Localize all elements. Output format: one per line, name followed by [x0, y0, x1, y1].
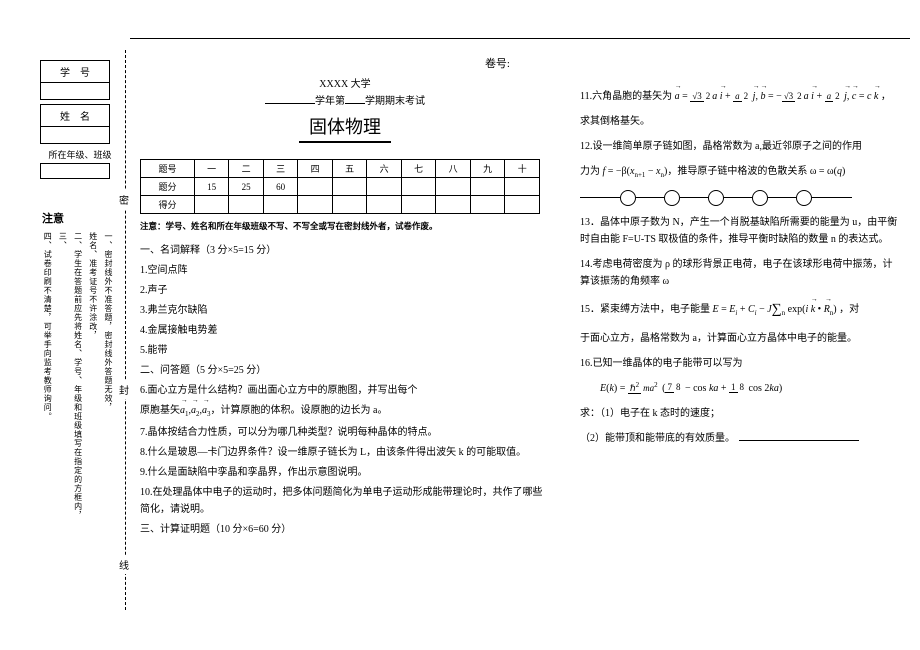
question-14: 14.考虑电荷密度为 ρ 的球形背景正电荷，电子在该球形电荷中振荡，计算该振荡的… [580, 256, 900, 290]
term-4: 4.金属接触电势差 [140, 322, 550, 339]
term-pre: 学年第 [315, 96, 345, 107]
question-16a: 16.已知一维晶体的电子能带可以写为 [580, 355, 900, 372]
student-id-blank [41, 83, 109, 99]
row-got-score: 得分 [141, 196, 195, 214]
section-3-title: 三、计算证明题（10 分×6=60 分） [140, 521, 550, 538]
col-header-num: 题号 [141, 160, 195, 178]
question-10: 10.在处理晶体中电子的运动时，把多体问题简化为单电子运动形成能带理论时，共作了… [140, 484, 550, 518]
term-1: 1.空间点阵 [140, 262, 550, 279]
grade-class-label: 所在年级、班级 [40, 148, 120, 161]
term-5: 5.能带 [140, 342, 550, 359]
term-2: 2.声子 [140, 282, 550, 299]
question-11: 11.六角晶胞的基矢为 a = √32a i + a2 j, b = −√32a… [580, 88, 900, 105]
notice-line-4: 三、 [57, 232, 68, 520]
notice-title: 注意 [42, 210, 114, 226]
row-full-score: 题分 [141, 178, 195, 196]
question-16b: 求：（1）电子在 k 态时的速度； [580, 405, 900, 422]
question-16-formula: E(k) = ℏ2ma2 (78 − cos ka + 18 cos 2ka) [580, 380, 900, 397]
notice-line-5: 四、试卷印刷不清楚，可举手向监考教师询问。 [42, 232, 53, 520]
notice-line-3: 二、学生在答题前应先将姓名、学号、年级和班级填写在指定的方框内， [72, 232, 83, 520]
section-2-title: 二、问答题（5 分×5=25 分） [140, 362, 550, 379]
term-suf: 学期期末考试 [365, 96, 425, 107]
question-15-tail: 于面心立方，晶格常数为 a，计算面心立方晶体中电子的能量。 [580, 330, 900, 347]
term-line: 学年第 学期期末考试 [140, 92, 550, 107]
question-12a: 12.设一维简单原子链如图，晶格常数为 a,最近邻原子之间的作用 [580, 138, 900, 155]
question-15: 15．紧束缚方法中，电子能量 E = Ei + Ci − J∑n exp(i k… [580, 298, 900, 322]
term-3: 3.弗兰克尔缺陷 [140, 302, 550, 319]
student-id-box: 学 号 [40, 60, 110, 100]
question-11-tail: 求其倒格基矢。 [580, 113, 900, 130]
question-6b: 原胞基矢a1,a2,a3，计算原胞的体积。设原胞的边长为 a。 [140, 402, 550, 421]
question-12b: 力为 f = −β(xn+1 − xn)，推导原子链中格波的色散关系 ω = ω… [580, 163, 900, 182]
seal-char-mi: 密 [119, 190, 129, 209]
student-id-label: 学 号 [41, 61, 109, 83]
notice-line-2: 姓名、准考证号不许涂改， [88, 232, 99, 520]
question-7: 7.晶体按结合力性质，可以分为哪几种类型？说明每种晶体的特点。 [140, 424, 550, 441]
seal-char-xian: 线 [119, 555, 129, 574]
student-name-box: 姓 名 [40, 104, 110, 144]
question-9: 9.什么是面缺陷中孪晶和孪晶界，作出示意图说明。 [140, 464, 550, 481]
grade-class-blank [40, 163, 110, 179]
student-name-blank [41, 127, 109, 143]
question-16c: （2）能带顶和能带底的有效质量。 [580, 430, 900, 447]
paper-number-label: 卷号: [140, 55, 550, 71]
notice-block: 注意 一、密封线外不准答题，密封线外答题无效， 姓名、准考证号不许涂改， 二、学… [42, 210, 114, 520]
subject-title: 固体物理 [299, 113, 391, 143]
seal-char-feng: 封 [119, 380, 129, 399]
score-table: 题号 一二三四五六七八九十 题分 152560 得分 [140, 159, 540, 214]
question-8: 8.什么是玻恩—卡门边界条件？设一维原子链长为 L，由该条件得出波矢 k 的可能… [140, 444, 550, 461]
seal-line [125, 50, 126, 610]
warning-text: 注意：学号、姓名和所在年级班级不写、不写全或写在密封线外者，试卷作废。 [140, 220, 550, 232]
section-1-title: 一、名词解释（3 分×5=15 分） [140, 242, 550, 259]
question-13: 13．晶体中原子数为 N，产生一个肖脱基缺陷所需要的能量为 u，由平衡时自由能 … [580, 214, 900, 248]
university-name: XXXX 大学 [140, 75, 550, 90]
atom-chain-diagram [580, 190, 900, 206]
student-name-label: 姓 名 [41, 105, 109, 127]
notice-line-1: 一、密封线外不准答题，密封线外答题无效， [103, 232, 114, 520]
